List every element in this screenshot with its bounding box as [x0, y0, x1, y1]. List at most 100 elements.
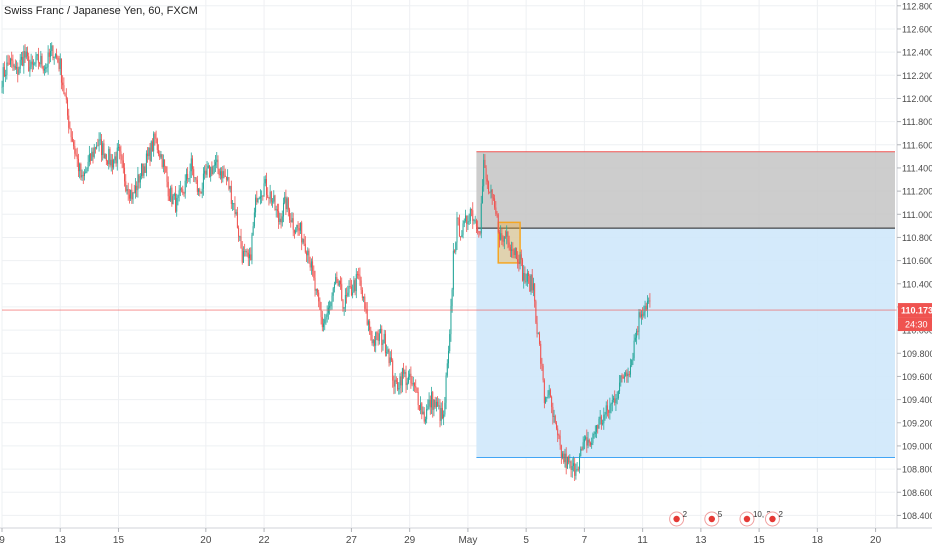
- time-axis-bg[interactable]: [0, 528, 932, 550]
- candle-body: [373, 340, 375, 346]
- candle-body: [11, 58, 13, 61]
- event-marker[interactable]: 5: [704, 510, 723, 527]
- candle-body: [555, 422, 557, 429]
- candle-body: [42, 66, 44, 71]
- candle-body: [350, 286, 352, 295]
- event-count-label: 2: [683, 510, 688, 519]
- candle-body: [35, 55, 37, 64]
- candle-body: [159, 153, 161, 158]
- candle-body: [22, 56, 24, 66]
- event-marker[interactable]: 10, 2: [739, 510, 771, 527]
- candle-body: [53, 56, 55, 58]
- event-marker[interactable]: 2: [669, 510, 688, 527]
- candle-body: [515, 248, 517, 260]
- candle-body: [207, 165, 209, 169]
- candle-body: [258, 198, 260, 200]
- candle-body: [40, 55, 42, 65]
- candle-body: [424, 419, 426, 422]
- candle-body: [588, 439, 590, 443]
- x-tick-label: 20: [200, 535, 212, 546]
- event-flag-dot: [769, 515, 776, 523]
- candle-body: [471, 209, 473, 211]
- x-tick-label: 13: [695, 535, 707, 546]
- candle-body: [649, 300, 651, 302]
- candle-body: [120, 151, 122, 157]
- candle-body: [225, 176, 227, 180]
- candle-body: [616, 397, 618, 400]
- candle-body: [314, 277, 316, 291]
- candle-body: [98, 139, 100, 146]
- candle-body: [614, 398, 616, 403]
- candle-body: [263, 183, 265, 196]
- candle-body: [97, 145, 99, 147]
- candle-body: [256, 197, 258, 203]
- candle-body: [302, 239, 304, 243]
- time-axis[interactable]: 9 13 15 20 22 27 29 May 5 7 11 13 15 18 20: [0, 528, 882, 546]
- candle-body: [108, 149, 110, 165]
- current-price-badge: [898, 303, 932, 318]
- candle-body: [433, 399, 435, 410]
- candle-body: [158, 149, 160, 154]
- candle-body: [282, 202, 284, 217]
- candle-body: [143, 166, 145, 176]
- candle-body: [427, 405, 429, 409]
- candle-body: [475, 220, 477, 227]
- candle-body: [642, 314, 644, 316]
- candle-body: [580, 448, 582, 457]
- candle-body: [464, 215, 466, 221]
- candle-body: [190, 158, 192, 172]
- candle-body: [175, 193, 177, 212]
- y-tick-label: 111.400: [902, 163, 932, 173]
- candle-body: [500, 233, 502, 240]
- candle-body: [360, 280, 362, 291]
- price-axis-bg[interactable]: [897, 0, 932, 550]
- candle-body: [312, 261, 314, 271]
- candle-body: [240, 236, 242, 249]
- candle-body: [381, 328, 383, 345]
- position-tool[interactable]: [476, 151, 895, 459]
- candle-body: [103, 143, 105, 159]
- candle-body: [92, 151, 94, 157]
- candle-body: [495, 207, 497, 214]
- candle-body: [41, 55, 43, 67]
- candle-body: [62, 82, 64, 86]
- candle-body: [244, 251, 246, 252]
- candle-body: [577, 468, 579, 470]
- candle-body: [629, 365, 631, 375]
- candle-body: [333, 284, 335, 289]
- candle-body: [14, 65, 16, 69]
- candle-body: [147, 153, 149, 157]
- candle-body: [218, 169, 220, 176]
- event-marker[interactable]: 2: [764, 510, 783, 527]
- candle-body: [8, 63, 10, 65]
- candle-body: [81, 175, 83, 178]
- candle-body: [172, 195, 174, 205]
- candle-body: [30, 61, 32, 67]
- x-tick-label: 20: [870, 535, 882, 546]
- event-markers[interactable]: 2 5 10, 2 2: [669, 510, 784, 527]
- candle-body: [505, 236, 507, 238]
- candle-body: [377, 332, 379, 341]
- candle-body: [552, 407, 554, 417]
- candle-body: [393, 380, 395, 387]
- price-axis[interactable]: 108.400 108.600 108.800 109.000 109.200 109.4…: [897, 1, 932, 521]
- candle-body: [332, 288, 334, 296]
- y-tick-label: 111.800: [902, 117, 932, 127]
- candle-body: [529, 275, 531, 292]
- candle-body: [318, 292, 320, 302]
- candle-body: [405, 372, 407, 386]
- candle-body: [239, 236, 241, 238]
- candle-body: [5, 74, 7, 77]
- candle-body: [575, 470, 577, 476]
- candle-body: [114, 156, 116, 161]
- candle-body: [259, 196, 261, 199]
- candle-body: [489, 191, 491, 193]
- profit-target-zone: [476, 228, 895, 458]
- candle-body: [397, 381, 399, 390]
- candle-body: [384, 333, 386, 353]
- candle-body: [456, 217, 458, 243]
- candle-body: [404, 372, 406, 374]
- candle-body: [336, 277, 338, 283]
